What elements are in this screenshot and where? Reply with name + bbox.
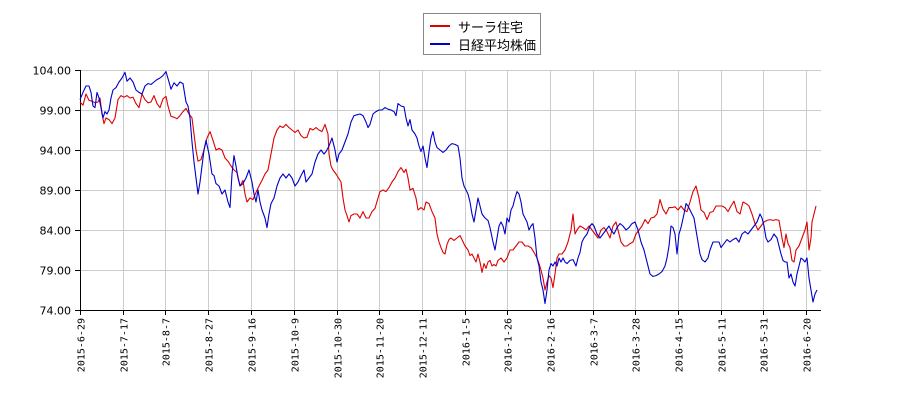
legend-label: サーラ住宅 <box>458 20 524 36</box>
y-tick-label: 84.00 <box>40 225 72 238</box>
data-series <box>79 71 818 305</box>
legend-swatch-red <box>430 25 450 27</box>
y-tick-label: 74.00 <box>40 305 72 318</box>
x-tick-label: 2016-1-5 <box>462 318 473 366</box>
series-line-nikkei-average <box>79 71 818 305</box>
x-tick-label: 2015-7-17 <box>120 318 131 372</box>
x-tick-label: 2016-2-16 <box>547 318 558 372</box>
x-tick-label: 2016-4-15 <box>675 318 686 372</box>
grid-lines <box>80 70 821 311</box>
x-tick-label: 2016-5-31 <box>760 318 771 372</box>
chart-axes <box>75 70 821 315</box>
x-tick-label: 2015-9-16 <box>248 318 259 372</box>
series-line-sala-housing <box>79 93 817 291</box>
y-axis-tick-labels: 74.00 79.00 84.00 89.00 94.00 99.00 104.00 <box>33 65 72 318</box>
legend-item-sala-housing: サーラ住宅 <box>430 17 524 36</box>
legend-label: 日経平均株価 <box>458 38 537 54</box>
y-tick-label: 99.00 <box>40 105 72 118</box>
legend-item-nikkei-average: 日経平均株価 <box>430 35 537 54</box>
x-tick-label: 2015-6-29 <box>77 318 88 372</box>
x-tick-label: 2016-1-26 <box>504 318 515 372</box>
x-tick-label: 2016-3-28 <box>632 318 643 372</box>
x-axis-tick-labels: 2015-6-29 2015-7-17 2015-8-7 2015-8-27 2015-… <box>77 318 814 378</box>
x-tick-label: 2015-10-30 <box>334 318 345 378</box>
x-tick-label: 2015-8-27 <box>205 318 216 372</box>
y-tick-label: 79.00 <box>40 265 72 278</box>
y-tick-label: 89.00 <box>40 185 72 198</box>
legend-swatch-blue <box>430 43 450 45</box>
x-tick-label: 2015-10-9 <box>291 318 302 372</box>
x-tick-label: 2015-8-7 <box>162 318 173 366</box>
y-tick-label: 104.00 <box>33 65 72 78</box>
x-tick-label: 2015-11-20 <box>376 318 387 378</box>
x-tick-label: 2016-5-11 <box>718 318 729 372</box>
chart-legend: サーラ住宅 日経平均株価 <box>423 13 541 55</box>
y-tick-label: 94.00 <box>40 145 72 158</box>
x-tick-label: 2015-12-11 <box>419 318 430 378</box>
x-tick-label: 2016-6-20 <box>803 318 814 372</box>
x-tick-label: 2016-3-7 <box>590 318 601 366</box>
